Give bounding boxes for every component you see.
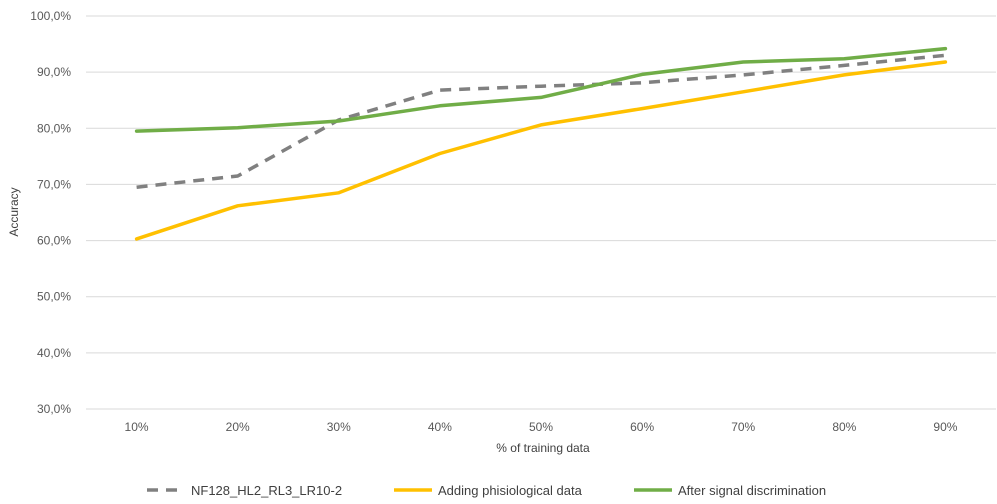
x-axis-ticks: 10% 20% 30% 40% 50% 60% 70% 80% 90%: [125, 420, 958, 434]
legend-label: Adding phisiological data: [438, 483, 583, 498]
x-tick-label: 90%: [933, 420, 957, 434]
y-tick-label: 50,0%: [37, 290, 71, 304]
y-tick-label: 70,0%: [37, 177, 71, 191]
y-tick-label: 30,0%: [37, 402, 71, 416]
series-lines: [134, 46, 948, 241]
series-line-1: [136, 53, 946, 189]
y-tick-label: 100,0%: [30, 9, 71, 23]
x-tick-label: 20%: [226, 420, 250, 434]
y-axis-title: Accuracy: [7, 187, 21, 236]
series-line-3: [134, 46, 948, 133]
legend: NF128_HL2_RL3_LR10-2 Adding phisiological…: [147, 483, 826, 498]
y-tick-label: 60,0%: [37, 234, 71, 248]
y-tick-label: 40,0%: [37, 346, 71, 360]
series-line-2: [134, 60, 948, 241]
y-tick-label: 90,0%: [37, 65, 71, 79]
legend-label: After signal discrimination: [678, 483, 826, 498]
x-tick-label: 80%: [832, 420, 856, 434]
x-tick-label: 30%: [327, 420, 351, 434]
x-tick-label: 40%: [428, 420, 452, 434]
x-tick-label: 10%: [125, 420, 149, 434]
y-axis-ticks: 30,0% 40,0% 50,0% 60,0% 70,0% 80,0% 90,0% 100,0…: [30, 9, 71, 416]
legend-label: NF128_HL2_RL3_LR10-2: [191, 483, 342, 498]
x-tick-label: 70%: [731, 420, 755, 434]
y-tick-label: 80,0%: [37, 121, 71, 135]
x-tick-label: 50%: [529, 420, 553, 434]
x-axis-title: % of training data: [496, 441, 590, 455]
x-tick-label: 60%: [630, 420, 654, 434]
